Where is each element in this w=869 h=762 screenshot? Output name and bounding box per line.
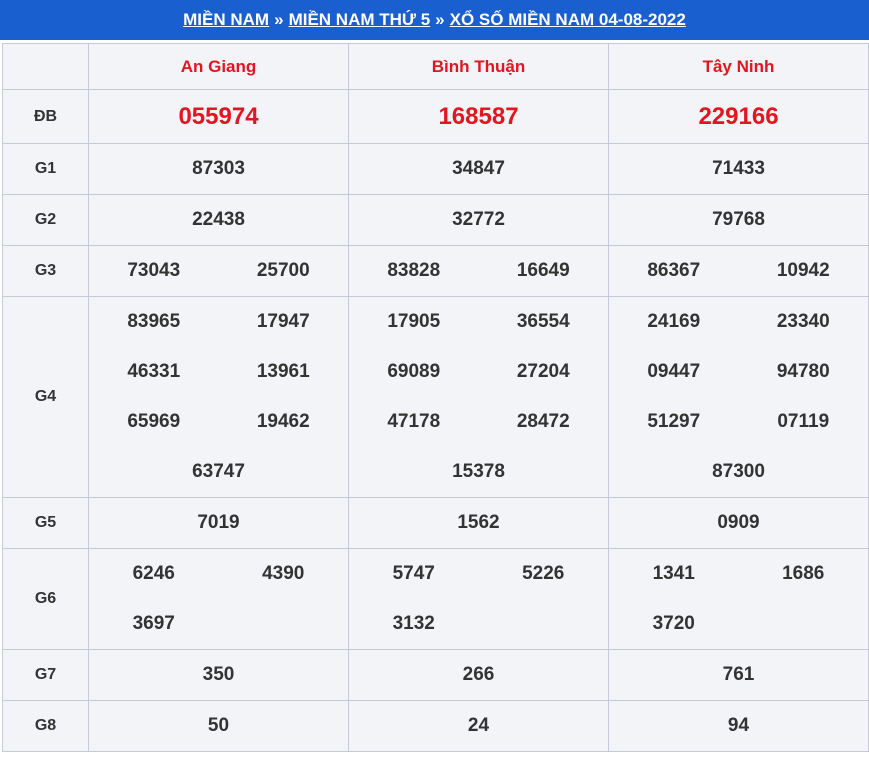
- province-header-row: An Giang Bình Thuận Tây Ninh: [2, 43, 869, 90]
- prize-number: 87303: [88, 143, 349, 195]
- prize-number: 94: [608, 700, 869, 752]
- results-table: An Giang Bình Thuận Tây Ninh ĐB 055974 1…: [2, 43, 869, 752]
- prize-number: 16649: [516, 260, 570, 281]
- special-prize-number: 055974: [88, 89, 349, 144]
- province-name[interactable]: Bình Thuận: [348, 43, 609, 90]
- breadcrumb-link-mien-nam-thu-5[interactable]: MIỀN NAM THỨ 5: [288, 10, 431, 29]
- prize-number: 15378: [452, 461, 505, 482]
- prize-number: 24: [348, 700, 609, 752]
- prize-number: 46331: [127, 361, 181, 382]
- prize-number: 13961: [256, 361, 310, 382]
- prize-number: 87300: [712, 461, 765, 482]
- prize-cell: 17905 36554 69089 27204 47178 28472 1537…: [348, 296, 609, 498]
- prize-row-g6: G6 6246 4390 3697 5747 5226 3132 1341 16…: [2, 548, 869, 650]
- prize-number: 266: [348, 649, 609, 701]
- prize-number: 7019: [88, 497, 349, 549]
- prize-number: 1341: [652, 563, 695, 584]
- prize-row-g5: G5 7019 1562 0909: [2, 497, 869, 549]
- prize-number: 1686: [782, 563, 825, 584]
- prize-number: 69089: [387, 361, 441, 382]
- prize-number: 83965: [127, 311, 181, 332]
- prize-number: 71433: [608, 143, 869, 195]
- prize-label: G1: [2, 143, 89, 195]
- prize-number: 65969: [127, 411, 181, 432]
- prize-number: 17905: [387, 311, 441, 332]
- corner-cell: [2, 43, 89, 90]
- prize-cell: 73043 25700: [88, 245, 349, 297]
- prize-number: 73043: [127, 260, 181, 281]
- prize-number: 23340: [776, 311, 830, 332]
- prize-number: 19462: [256, 411, 310, 432]
- prize-row-g3: G3 73043 25700 83828 16649 86367 10942: [2, 245, 869, 297]
- province-name[interactable]: Tây Ninh: [608, 43, 869, 90]
- province-name[interactable]: An Giang: [88, 43, 349, 90]
- prize-cell: 5747 5226 3132: [348, 548, 609, 650]
- prize-row-g1: G1 87303 34847 71433: [2, 143, 869, 195]
- prize-label: G4: [2, 296, 89, 498]
- prize-row-g8: G8 50 24 94: [2, 700, 869, 752]
- prize-label: G7: [2, 649, 89, 701]
- prize-number: 94780: [776, 361, 830, 382]
- prize-number: 25700: [256, 260, 310, 281]
- prize-number: 51297: [647, 411, 701, 432]
- prize-number: 350: [88, 649, 349, 701]
- breadcrumb-separator: »: [435, 10, 445, 29]
- breadcrumb: MIỀN NAM » MIỀN NAM THỨ 5 » XỔ SỐ MIỀN N…: [0, 0, 869, 40]
- prize-number: 6246: [132, 563, 175, 584]
- prize-number: 3697: [132, 613, 175, 634]
- prize-number: 24169: [647, 311, 701, 332]
- breadcrumb-link-mien-nam[interactable]: MIỀN NAM: [183, 10, 270, 29]
- prize-cell: 6246 4390 3697: [88, 548, 349, 650]
- prize-number: 1562: [348, 497, 609, 549]
- prize-number: 5747: [392, 563, 435, 584]
- prize-cell: 86367 10942: [608, 245, 869, 297]
- prize-number: 36554: [516, 311, 570, 332]
- prize-number: 79768: [608, 194, 869, 246]
- prize-row-g7: G7 350 266 761: [2, 649, 869, 701]
- prize-number: 761: [608, 649, 869, 701]
- prize-number: 22438: [88, 194, 349, 246]
- prize-number: 63747: [192, 461, 245, 482]
- prize-cell: 24169 23340 09447 94780 51297 07119 8730…: [608, 296, 869, 498]
- prize-number: 28472: [516, 411, 570, 432]
- prize-row-db: ĐB 055974 168587 229166: [2, 89, 869, 144]
- prize-number: 3132: [392, 613, 435, 634]
- prize-number: 07119: [777, 411, 830, 432]
- prize-label: G2: [2, 194, 89, 246]
- prize-label: G6: [2, 548, 89, 650]
- prize-label: ĐB: [2, 89, 89, 144]
- prize-number: 83828: [387, 260, 441, 281]
- prize-number: 32772: [348, 194, 609, 246]
- prize-number: 5226: [522, 563, 565, 584]
- prize-number: 0909: [608, 497, 869, 549]
- prize-row-g2: G2 22438 32772 79768: [2, 194, 869, 246]
- prize-label: G8: [2, 700, 89, 752]
- prize-number: 09447: [647, 361, 701, 382]
- prize-label: G3: [2, 245, 89, 297]
- breadcrumb-link-xo-so-date[interactable]: XỔ SỐ MIỀN NAM 04-08-2022: [449, 10, 686, 29]
- prize-label: G5: [2, 497, 89, 549]
- prize-number: 50: [88, 700, 349, 752]
- prize-number: 27204: [516, 361, 570, 382]
- special-prize-number: 229166: [608, 89, 869, 144]
- prize-number: 4390: [262, 563, 305, 584]
- special-prize-number: 168587: [348, 89, 609, 144]
- prize-cell: 1341 1686 3720: [608, 548, 869, 650]
- prize-number: 3720: [652, 613, 695, 634]
- prize-cell: 83965 17947 46331 13961 65969 19462 6374…: [88, 296, 349, 498]
- prize-row-g4: G4 83965 17947 46331 13961 65969 19462 6…: [2, 296, 869, 498]
- prize-number: 47178: [387, 411, 441, 432]
- breadcrumb-separator: »: [274, 10, 284, 29]
- prize-number: 86367: [647, 260, 701, 281]
- prize-number: 34847: [348, 143, 609, 195]
- prize-number: 10942: [776, 260, 830, 281]
- prize-number: 17947: [256, 311, 310, 332]
- prize-cell: 83828 16649: [348, 245, 609, 297]
